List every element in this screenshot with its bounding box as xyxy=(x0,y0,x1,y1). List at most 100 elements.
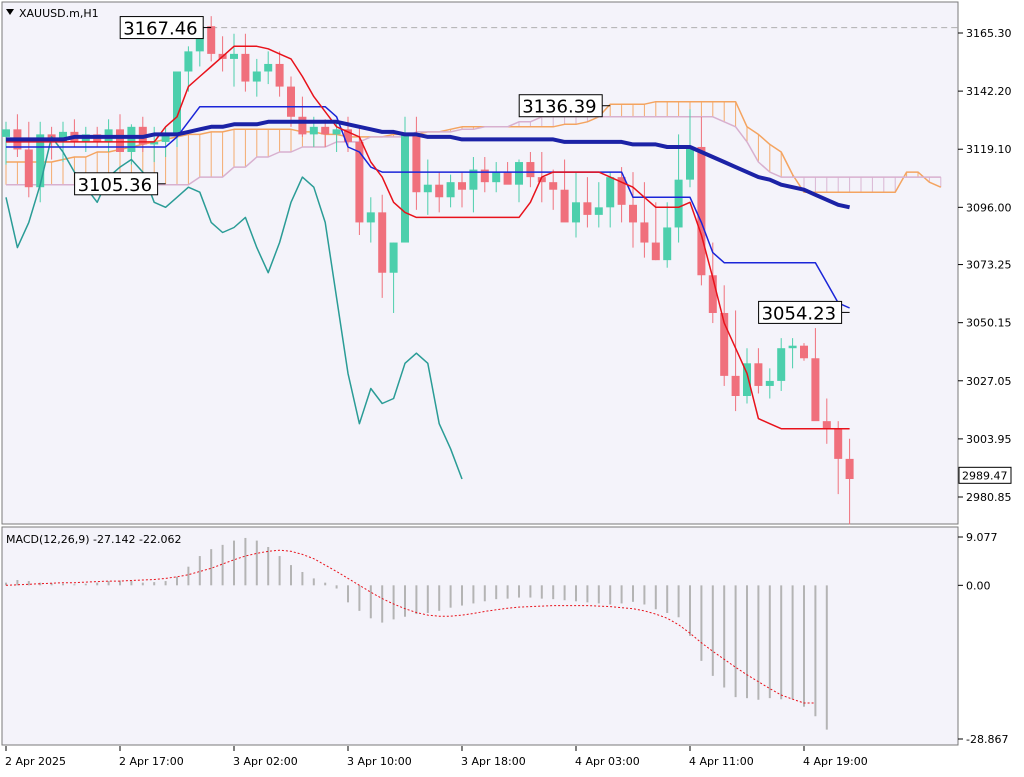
candle-body xyxy=(344,129,352,142)
candle-body xyxy=(173,71,181,135)
candle-body xyxy=(686,146,694,180)
candle xyxy=(606,172,615,228)
candle-body xyxy=(2,129,10,137)
last-price-tag xyxy=(958,466,1012,484)
candle xyxy=(366,197,375,243)
candle-body xyxy=(59,131,67,142)
last-price-label: 2989.47 xyxy=(962,469,1008,482)
candle xyxy=(458,172,466,208)
candle-body xyxy=(366,212,375,223)
time-tick-label: 2 Apr 17:00 xyxy=(119,755,184,768)
symbol-label: XAUUSD.m,H1 xyxy=(19,7,99,20)
candle xyxy=(526,151,535,188)
candle xyxy=(24,121,33,198)
price-axis: 3165.30 3142.20 3119.10 3096.00 3073.25 3050.… xyxy=(958,27,1012,746)
candle xyxy=(36,121,45,203)
annotation-box xyxy=(119,16,204,40)
candle xyxy=(355,126,364,236)
candle xyxy=(469,157,478,213)
time-tick-label: 3 Apr 10:00 xyxy=(347,755,412,768)
annotation-label: 3105.36 xyxy=(78,175,152,196)
candle-body xyxy=(583,202,592,215)
candle-body xyxy=(36,134,45,188)
candle xyxy=(731,310,740,412)
candle-body xyxy=(389,242,398,273)
candle-body xyxy=(423,184,432,193)
candle xyxy=(2,121,10,165)
candle-body xyxy=(24,149,33,188)
candle-body xyxy=(708,275,717,313)
candle xyxy=(252,58,261,97)
time-tick-label: 2 Apr 2025 xyxy=(5,755,66,768)
candle-body xyxy=(697,146,706,276)
candle xyxy=(777,338,786,391)
candle-body xyxy=(811,358,820,422)
candle xyxy=(663,202,672,268)
candle-body xyxy=(537,177,546,183)
candle xyxy=(264,51,273,85)
candle-body xyxy=(788,345,797,349)
candle xyxy=(446,174,455,208)
candle-body xyxy=(378,212,387,273)
candle-body xyxy=(743,363,751,396)
candle-body xyxy=(150,141,159,145)
candle xyxy=(617,167,626,223)
senkou-span-b-line xyxy=(6,116,941,186)
candle xyxy=(230,33,238,87)
candle-body xyxy=(640,222,649,243)
candle-body xyxy=(800,345,808,359)
candle xyxy=(811,328,820,422)
candle-body xyxy=(321,126,330,135)
candle-body xyxy=(822,421,831,429)
annotation-box xyxy=(758,300,843,324)
candle xyxy=(515,159,523,203)
macd-panel[interactable] xyxy=(1,526,959,746)
chevron-down-icon[interactable] xyxy=(6,9,14,15)
candle-body xyxy=(503,172,512,185)
candle-body xyxy=(651,242,660,261)
candle xyxy=(184,46,193,92)
candle-body xyxy=(355,141,364,223)
candle-body xyxy=(777,348,786,381)
candle xyxy=(640,182,649,258)
macd-tick-label: 9.077 xyxy=(966,531,998,544)
candle-body xyxy=(560,189,569,223)
candle-body xyxy=(834,428,843,459)
main-price-plot: 3167.46 3136.39 3105.36 3054.23 xyxy=(2,16,958,525)
candle xyxy=(412,116,421,210)
price-tick-label: 3142.20 xyxy=(966,85,1012,98)
candle xyxy=(572,172,580,238)
annotation-label: 3167.46 xyxy=(123,19,197,40)
candle-body xyxy=(663,227,672,261)
candle xyxy=(651,202,660,261)
candle xyxy=(423,159,432,215)
annotation-label: 3054.23 xyxy=(762,303,836,324)
candle-body xyxy=(332,129,341,135)
candle-body xyxy=(480,169,489,183)
candle-body xyxy=(629,204,637,223)
candle xyxy=(708,242,717,324)
candle-body xyxy=(720,312,729,376)
price-annotation: 3136.39 xyxy=(518,94,611,118)
time-tick-label: 4 Apr 03:00 xyxy=(575,755,640,768)
time-tick-label: 4 Apr 11:00 xyxy=(689,755,754,768)
candle xyxy=(298,96,307,137)
price-annotation: 3054.23 xyxy=(758,300,850,324)
candle xyxy=(549,169,558,210)
candle-body xyxy=(754,363,763,386)
candle-body xyxy=(401,134,409,243)
candle-body xyxy=(116,129,124,152)
candle-body xyxy=(594,207,603,215)
candle xyxy=(241,33,250,92)
candle xyxy=(321,119,330,147)
candle xyxy=(401,116,409,243)
candle xyxy=(435,172,444,213)
candle-body xyxy=(572,202,580,223)
time-axis: 2 Apr 2025 2 Apr 17:00 3 Apr 02:00 3 Apr 10… xyxy=(5,746,868,768)
candle-body xyxy=(606,177,615,208)
price-tick-label: 3096.00 xyxy=(966,201,1012,214)
annotation-box xyxy=(74,172,159,196)
candle xyxy=(834,421,843,495)
candle xyxy=(287,76,295,127)
